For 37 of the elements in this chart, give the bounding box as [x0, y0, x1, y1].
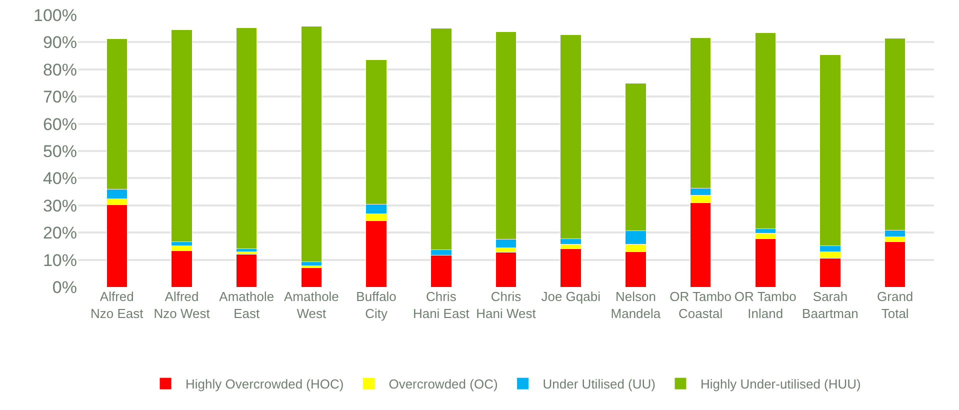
y-tick-label: 10% [42, 250, 77, 270]
y-tick-label: 60% [42, 114, 77, 134]
x-tick-label: Amathole East [219, 289, 274, 321]
bar [300, 26, 322, 262]
legend-label: Under Utilised (UU) [542, 376, 656, 392]
bar [236, 28, 258, 250]
y-tick-label: 40% [42, 169, 77, 188]
x-tick-label: Grand Total [877, 289, 914, 321]
y-tick-label: 0% [52, 278, 77, 297]
y-tick-label: 90% [42, 33, 77, 52]
legend-label: Highly Overcrowded (HOC) [186, 376, 344, 392]
legend-label: Overcrowded (OC) [388, 376, 498, 392]
y-tick-label: 30% [42, 196, 77, 216]
x-tick-label: Chris Hani East [412, 289, 470, 321]
x-tick-label: Chris Hani West [476, 289, 536, 321]
bar [300, 268, 322, 287]
x-tick-label: Sarah Baartman [802, 289, 858, 321]
x-tick-label: Buffalo City [356, 289, 396, 321]
y-tick-label: 100% [34, 6, 77, 25]
x-tick-label: Alfred Nzo East [90, 289, 144, 321]
y-tick-label: 70% [42, 88, 77, 107]
y-tick-label: 20% [42, 224, 77, 243]
x-tick-label: Amathole West [284, 289, 339, 321]
bar [171, 250, 192, 287]
x-tick-label: OR Tambo Coastal [670, 289, 732, 321]
y-tick-label: 50% [42, 142, 77, 161]
y-tick-label: 80% [42, 60, 77, 80]
x-tick-label: OR Tambo Inland [734, 289, 796, 321]
bar [236, 254, 258, 287]
x-tick-label: Joe Gqabi [541, 289, 601, 304]
x-tick-label: Alfred Nzo West [154, 289, 210, 321]
x-tick-label: Nelson Mandela [610, 289, 662, 321]
bar [171, 30, 192, 242]
bar [560, 248, 582, 287]
bar [884, 241, 906, 287]
bar [495, 252, 517, 287]
legend-label: Highly Under-utilised (HUU) [700, 376, 861, 392]
